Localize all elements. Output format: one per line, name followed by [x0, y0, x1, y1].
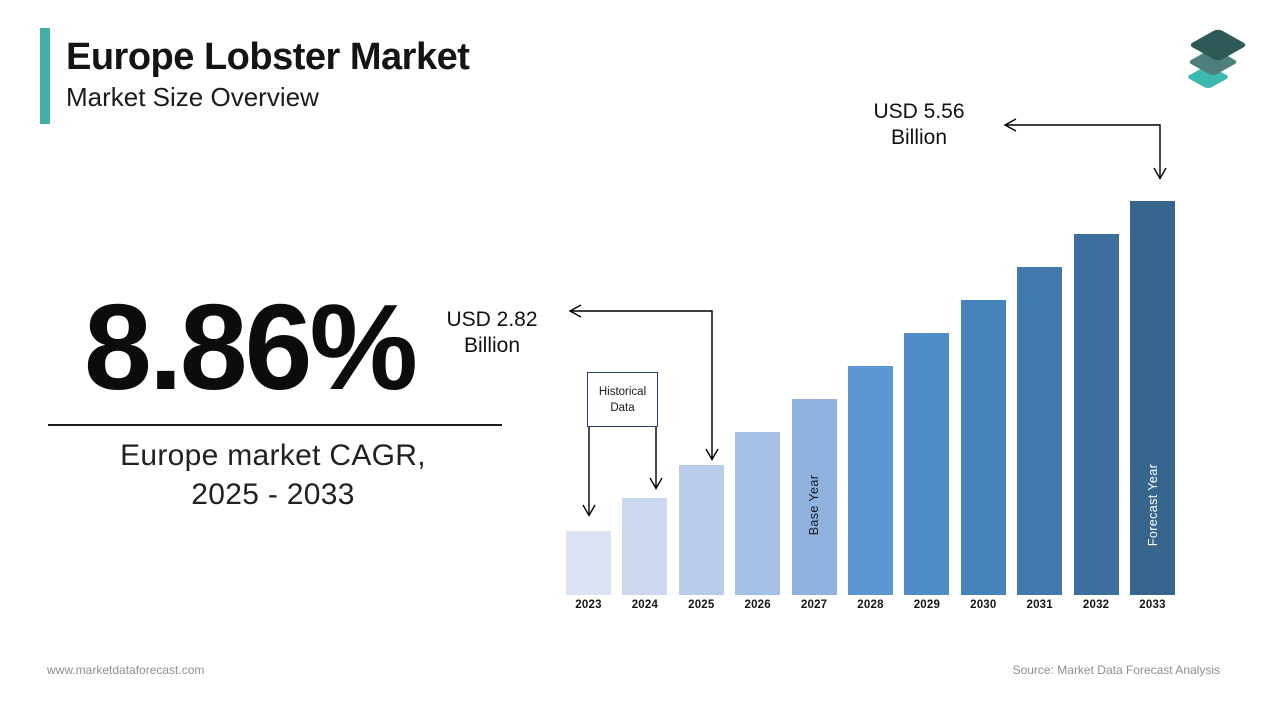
bar-2026: 2026 — [735, 432, 781, 611]
annotation-value-2033-line2: Billion — [890, 126, 948, 149]
bar-2031: 2031 — [1017, 267, 1063, 611]
x-tick-2023: 2023 — [575, 599, 602, 611]
bar-2024: 2024 — [622, 498, 668, 611]
x-tick-2025: 2025 — [688, 599, 715, 611]
title-accent-bar — [40, 28, 50, 124]
bar-2033: 2033 Forecast Year — [1130, 201, 1175, 611]
page-subtitle: Market Size Overview — [66, 82, 319, 112]
stat-divider — [48, 424, 502, 426]
logo-layer-top-icon — [1190, 29, 1246, 61]
cagr-caption: Europe market CAGR, 2025 - 2033 — [45, 436, 501, 514]
annotation-value-2033: USD 5.56 Billion — [854, 99, 984, 151]
bar-2030: 2030 — [960, 300, 1006, 611]
cagr-caption-line2: 2025 - 2033 — [191, 478, 355, 511]
bar-chart: 2023 2024 2025 2026 2027 Base Year 2028 2029 203… — [566, 201, 1178, 611]
arrow-to-2033-bar — [1003, 118, 1167, 180]
footer-source: Source: Market Data Forecast Analysis — [1012, 663, 1220, 677]
footer-website: www.marketdataforecast.com — [47, 663, 205, 677]
x-tick-2026: 2026 — [744, 599, 771, 611]
bar-2023: 2023 — [566, 531, 611, 611]
x-tick-2028: 2028 — [857, 599, 884, 611]
x-tick-2033: 2033 — [1139, 599, 1166, 611]
x-tick-2024: 2024 — [631, 599, 659, 611]
bar-2028: 2028 — [848, 366, 893, 611]
forecast-year-label: Forecast Year — [1145, 463, 1160, 547]
bar-2029: 2029 — [904, 333, 950, 611]
x-tick-2030: 2030 — [970, 599, 997, 611]
x-tick-2031: 2031 — [1026, 599, 1053, 611]
annotation-value-2025: USD 2.82 Billion — [427, 307, 557, 359]
x-tick-2032: 2032 — [1082, 599, 1110, 611]
x-tick-2029: 2029 — [913, 599, 941, 611]
x-tick-2027: 2027 — [800, 599, 828, 611]
cagr-value: 8.86% — [84, 279, 418, 415]
cagr-caption-line1: Europe market CAGR, — [120, 439, 426, 472]
bar-2032: 2032 — [1073, 234, 1119, 611]
market-data-forecast-logo-icon — [1188, 29, 1246, 89]
annotation-value-2033-line1: USD 5.56 — [873, 100, 965, 123]
page-title: Europe Lobster Market — [66, 36, 470, 78]
bar-2027: 2027 Base Year — [791, 399, 837, 611]
bar-2025: 2025 — [678, 465, 724, 611]
base-year-label: Base Year — [807, 474, 822, 536]
annotation-value-2025-line2: Billion — [463, 334, 521, 357]
annotation-value-2025-line1: USD 2.82 — [446, 308, 538, 331]
